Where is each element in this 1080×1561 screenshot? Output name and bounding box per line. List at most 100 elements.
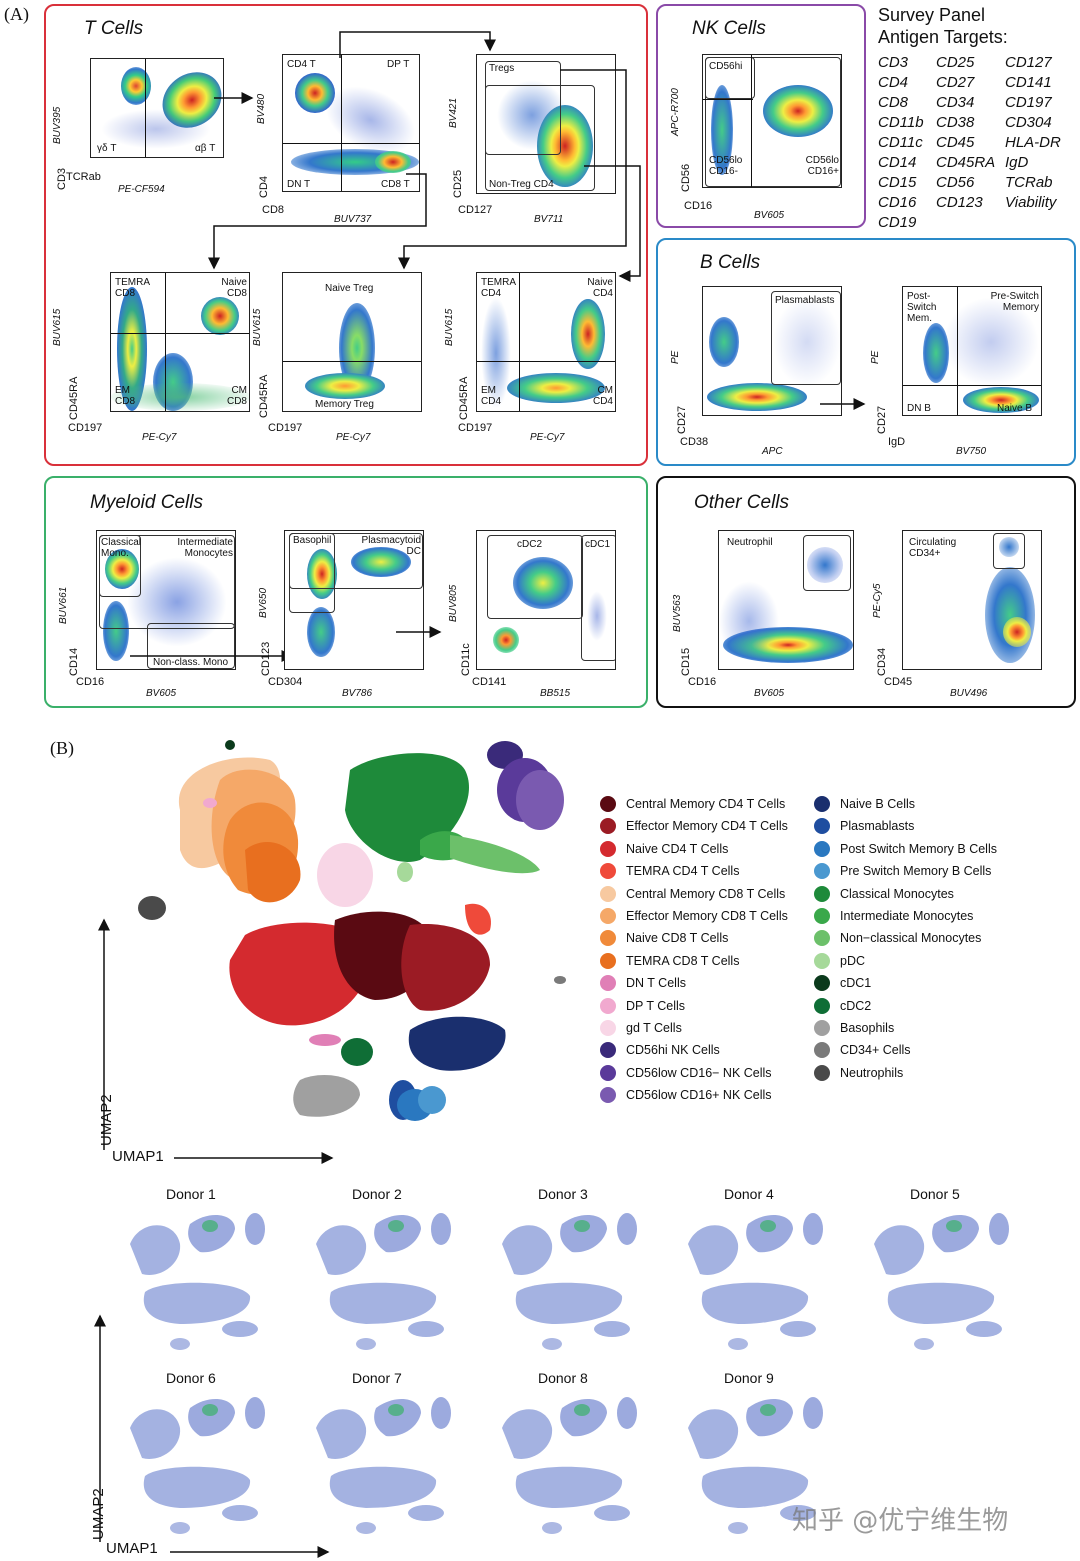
- legend-label: cDC2: [840, 998, 872, 1013]
- donor-title: Donor 3: [538, 1186, 588, 1202]
- antigen-target: CD27: [936, 74, 975, 91]
- other-cells-title: Other Cells: [694, 492, 790, 513]
- myeloid-plot-basophil-pdc: Basophil Plasmacytoid DC: [284, 530, 424, 670]
- cluster-pre-switch-b: [418, 1086, 446, 1114]
- donor-cluster-nk: [245, 1397, 265, 1429]
- donor-cluster-cd4: [329, 1466, 437, 1508]
- b-cells-panel: B Cells Plasmablasts CD27 PE CD38 APC Po…: [656, 238, 1076, 466]
- tcell-plot-tcrab: γδ T αβ T: [90, 58, 224, 158]
- nk-plot: CD56hi CD56lo CD16- CD56lo CD16+: [702, 54, 842, 188]
- cd56hi-label: CD56hi: [709, 61, 743, 72]
- donor-hotspot: [388, 1220, 404, 1232]
- legend-item: TEMRA CD8 T Cells: [600, 952, 739, 969]
- donor-cluster-mono: [374, 1398, 421, 1437]
- x-axis-fluor: APC: [762, 446, 783, 457]
- legend-swatch: [600, 952, 616, 969]
- donor-title: Donor 7: [352, 1370, 402, 1386]
- legend-swatch: [600, 1042, 616, 1059]
- legend-item: pDC: [814, 952, 865, 969]
- donor-umap: [316, 1397, 451, 1534]
- donor-umap: [130, 1397, 265, 1534]
- legend-item: Central Memory CD4 T Cells: [600, 796, 785, 812]
- other-plot-neutrophil: Neutrophil: [718, 530, 854, 670]
- non-classical-mono-label: Non-class. Mono: [153, 657, 229, 668]
- legend-label: CD34+ Cells: [840, 1043, 911, 1058]
- donor-hotspot: [760, 1220, 776, 1232]
- cluster-temra-cd8: [245, 841, 301, 903]
- antigen-target: CD8: [878, 94, 909, 111]
- donor-cluster-mono: [374, 1214, 421, 1253]
- legend-item: Naive CD4 T Cells: [600, 840, 729, 857]
- naive-b-label: Naive B: [997, 403, 1033, 414]
- donor-cluster-cd8: [502, 1409, 553, 1459]
- dn-b-label: DN B: [907, 403, 931, 414]
- cluster-gd-t: [317, 843, 373, 907]
- umap-axes: [98, 918, 334, 1164]
- donor-cluster-cd8: [316, 1225, 367, 1275]
- donor-cluster-cd4: [887, 1282, 995, 1324]
- donor-cluster-nk: [989, 1213, 1009, 1245]
- legend-item: CD34+ Cells: [814, 1042, 911, 1059]
- legend-item: Effector Memory CD8 T Cells: [600, 908, 788, 924]
- antigen-target: CD15: [878, 174, 917, 191]
- donor-cluster-b: [594, 1505, 630, 1521]
- donor-cluster-baso: [914, 1338, 934, 1350]
- legend-swatch: [814, 930, 830, 947]
- cdc2-label: cDC2: [517, 539, 543, 550]
- legend-swatch: [814, 796, 830, 812]
- antigen-target: CD19: [878, 214, 917, 231]
- legend-label: Plasmablasts: [840, 819, 915, 834]
- donor-cluster-cd4: [143, 1282, 251, 1324]
- legend-swatch: [814, 908, 830, 924]
- x-axis-label: IgD: [888, 436, 906, 448]
- donor-title: Donor 5: [910, 1186, 960, 1202]
- x-axis-fluor: BB515: [540, 688, 571, 699]
- cluster-temra-cd4: [465, 903, 491, 935]
- donor-cluster-b: [222, 1505, 258, 1521]
- donor-cluster-cd8: [502, 1225, 553, 1275]
- donor-hotspot: [202, 1220, 218, 1232]
- y-axis-label: CD11c: [460, 643, 472, 676]
- legend-label: Naive CD4 T Cells: [626, 841, 729, 856]
- donor-cluster-cd8: [688, 1409, 739, 1459]
- umap-x-label: UMAP1: [112, 1148, 164, 1165]
- donor-cluster-b: [222, 1321, 258, 1337]
- legend-swatch: [814, 863, 830, 880]
- legend-label: Classical Monocytes: [840, 886, 954, 901]
- b-plot-igd: Post- Switch Mem. Pre-Switch Memory DN B…: [902, 286, 1042, 416]
- donor-umap-x-label: UMAP1: [106, 1540, 158, 1557]
- b-cells-title: B Cells: [700, 252, 761, 273]
- nk-cells-title: NK Cells: [692, 18, 766, 39]
- y-axis-fluor: BUV661: [58, 586, 69, 624]
- other-plot-cd34: Circulating CD34+: [902, 530, 1042, 670]
- x-axis-label: CD197: [458, 422, 493, 434]
- memory-treg-label: Memory Treg: [315, 399, 374, 410]
- donor-umap-axes: [94, 1314, 330, 1558]
- legend-label: Effector Memory CD4 T Cells: [626, 819, 788, 834]
- donor-cluster-b: [780, 1505, 816, 1521]
- donor-hotspot: [388, 1404, 404, 1416]
- x-axis-fluor: BV605: [754, 688, 785, 699]
- donor-umap: [874, 1213, 1009, 1350]
- legend-label: TEMRA CD4 T Cells: [626, 864, 740, 879]
- y-axis-label: CD34: [876, 647, 888, 676]
- cluster-effector-memory-cd4: [401, 924, 490, 1011]
- post-switch-mem-label: Post- Switch Mem.: [907, 291, 937, 324]
- donor-cluster-cd4: [701, 1282, 809, 1324]
- donor-hotspot: [574, 1220, 590, 1232]
- antigen-target: CD45RA: [936, 154, 996, 171]
- donor-cluster-mono: [746, 1214, 793, 1253]
- cluster-nonclassical-mono: [450, 835, 540, 874]
- cd4-t-label: CD4 T: [287, 59, 316, 70]
- donor-hotspot: [760, 1404, 776, 1416]
- naive-treg-label: Naive Treg: [325, 283, 374, 294]
- legend-item: CD56hi NK Cells: [600, 1042, 720, 1059]
- donor-cluster-baso: [170, 1522, 190, 1534]
- circulating-cd34-label: Circulating CD34+: [909, 537, 957, 559]
- x-axis-label: TCRab: [66, 171, 101, 183]
- donor-cluster-cd8: [316, 1409, 367, 1459]
- antigen-target: CD11b: [878, 114, 924, 131]
- nk-cells-panel: NK Cells CD56hi CD56lo CD16- CD56lo CD16…: [656, 4, 866, 228]
- watermark: 知乎 @优宁维生物: [792, 1506, 1009, 1536]
- classical-mono-label: Classical Mono.: [101, 537, 142, 559]
